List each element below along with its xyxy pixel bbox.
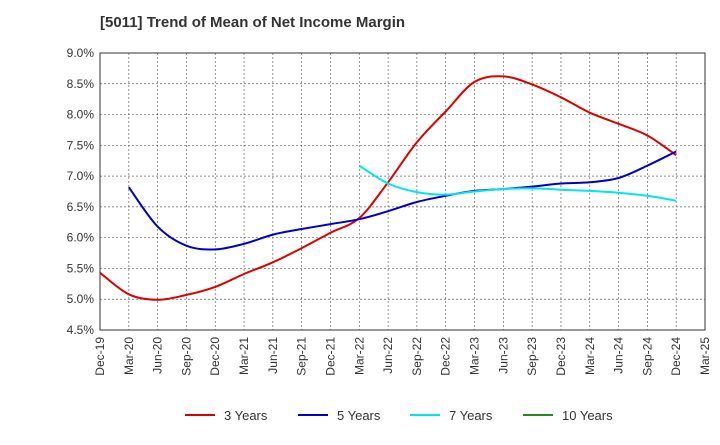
- chart-title: [5011] Trend of Mean of Net Income Margi…: [100, 14, 406, 31]
- legend-label: 3 Years: [224, 408, 268, 423]
- x-tick-label: Mar-21: [237, 337, 251, 375]
- x-tick-label: Mar-23: [468, 337, 482, 375]
- y-tick-label: 5.5%: [67, 261, 95, 275]
- x-tick-label: Mar-20: [122, 337, 136, 375]
- legend-label: 7 Years: [449, 408, 493, 423]
- y-tick-label: 8.0%: [67, 108, 95, 122]
- x-tick-label: Sep-20: [179, 337, 193, 376]
- x-tick-label: Dec-23: [554, 337, 568, 376]
- y-tick-label: 8.5%: [67, 77, 95, 91]
- x-tick-label: Dec-21: [323, 337, 337, 376]
- x-tick-label: Dec-24: [669, 337, 683, 376]
- x-tick-label: Sep-22: [410, 337, 424, 376]
- x-tick-label: Mar-24: [583, 337, 597, 375]
- y-tick-label: 7.0%: [67, 169, 95, 183]
- y-tick-label: 5.0%: [67, 292, 95, 306]
- x-tick-label: Dec-20: [208, 337, 222, 376]
- x-tick-label: Jun-24: [612, 337, 626, 374]
- x-tick-label: Dec-19: [93, 337, 107, 376]
- y-tick-label: 7.5%: [67, 138, 95, 152]
- legend-label: 10 Years: [562, 408, 613, 423]
- x-tick-label: Jun-22: [381, 337, 395, 374]
- x-tick-label: Sep-23: [525, 337, 539, 376]
- series-line-5-years: [127, 150, 677, 251]
- x-tick-label: Jun-23: [496, 337, 510, 374]
- x-tick-label: Sep-24: [640, 337, 654, 376]
- plot-frame: [99, 52, 706, 331]
- x-tick-label: Sep-21: [295, 337, 309, 376]
- x-tick-label: Jun-20: [151, 337, 165, 374]
- y-tick-label: 6.0%: [67, 231, 95, 245]
- series-line-3-years: [99, 75, 677, 301]
- y-tick-label: 6.5%: [67, 200, 95, 214]
- y-tick-label: 9.0%: [67, 46, 95, 60]
- y-tick-label: 4.5%: [67, 323, 95, 337]
- x-tick-label: Mar-22: [352, 337, 366, 375]
- x-tick-label: Jun-21: [266, 337, 280, 374]
- series-line-7-years: [358, 164, 677, 202]
- x-tick-label: Mar-25: [698, 337, 712, 375]
- legend-label: 5 Years: [337, 408, 381, 423]
- x-tick-label: Dec-22: [439, 337, 453, 376]
